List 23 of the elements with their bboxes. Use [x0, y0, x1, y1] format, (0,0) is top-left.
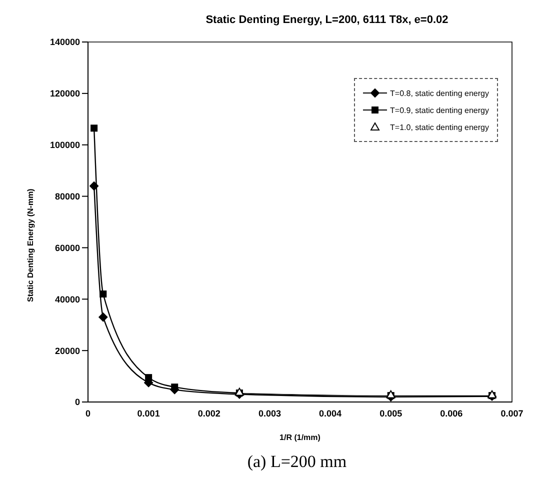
x-tick-label: 0.006 [440, 408, 463, 418]
x-tick-label: 0.002 [198, 408, 220, 418]
chart-title: Static Denting Energy, L=200, 6111 T8x, e=0.02 [204, 13, 450, 28]
x-tick-label: 0.007 [500, 408, 524, 418]
y-tick-label: 0 [74, 397, 80, 408]
x-tick-label: 0.001 [137, 408, 160, 418]
legend-label: T=0.8, static denting energy [390, 88, 489, 98]
x-tick-label: 0.005 [380, 408, 402, 418]
x-tick-label: 0.004 [319, 408, 342, 418]
y-tick-label: 20000 [54, 346, 80, 356]
legend-label: T=0.9, static denting energy [390, 106, 489, 114]
y-tick-label: 80000 [54, 191, 80, 202]
legend-label: T=1.0, static denting energy [390, 122, 489, 132]
y-axis-title: Static Denting Energy (N-mm) [26, 188, 35, 302]
y-tick-label: 60000 [54, 242, 80, 253]
text: (a) L=200 mm [246, 452, 348, 472]
y-tick-label: 120000 [50, 88, 80, 99]
y-tick-label: 140000 [50, 37, 80, 48]
x-tick-label: 0 [85, 408, 91, 418]
y-tick-label: 40000 [54, 294, 80, 304]
x-axis-title: 1/R (1/mm) [280, 433, 321, 442]
x-tick-label: 0.003 [258, 408, 281, 418]
y-tick-label: 100000 [50, 140, 80, 150]
